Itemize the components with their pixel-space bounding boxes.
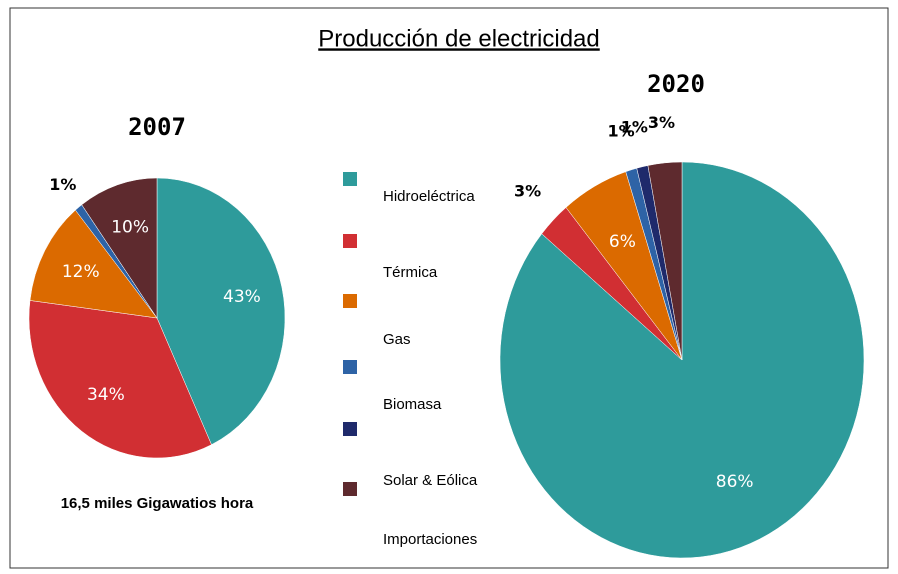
legend-swatch [343, 422, 357, 436]
legend-swatch [343, 234, 357, 248]
pie-slice [28, 300, 212, 459]
legend-swatch [343, 482, 357, 496]
data-label: 3% [514, 181, 541, 200]
pie-slice [499, 161, 865, 559]
pie-slice [647, 161, 683, 361]
legend-label: Gas [383, 331, 411, 348]
legend-label: Importaciones [383, 531, 477, 548]
legend-label: Solar & Eólica [383, 472, 478, 489]
data-label: 10% [111, 217, 149, 237]
pie-slice [156, 177, 286, 446]
data-label: 1% [607, 121, 634, 140]
pie-slice [29, 209, 158, 319]
pie-slice [81, 177, 158, 319]
frame [9, 7, 889, 569]
chart-title: Producción de electricidad [318, 25, 600, 52]
legend-swatch [343, 294, 357, 308]
data-label: 43% [223, 287, 261, 307]
data-label: 86% [716, 472, 754, 492]
legend-label: Hidroeléctrica [383, 188, 475, 205]
legend-label: Térmica [383, 264, 438, 281]
data-label: 1% [49, 175, 76, 194]
pie-year: 2020 [647, 70, 705, 98]
pie-note: 16,5 miles Gigawatios hora [61, 495, 254, 512]
legend-swatch [343, 172, 357, 186]
data-label: 12% [62, 262, 100, 282]
legend-swatch [343, 360, 357, 374]
data-label: 34% [87, 385, 125, 405]
pie-year: 2007 [128, 113, 186, 141]
data-label: 3% [648, 113, 675, 132]
legend-label: Biomasa [383, 396, 442, 413]
data-label: 6% [609, 232, 636, 252]
data-label: 1% [621, 118, 648, 137]
